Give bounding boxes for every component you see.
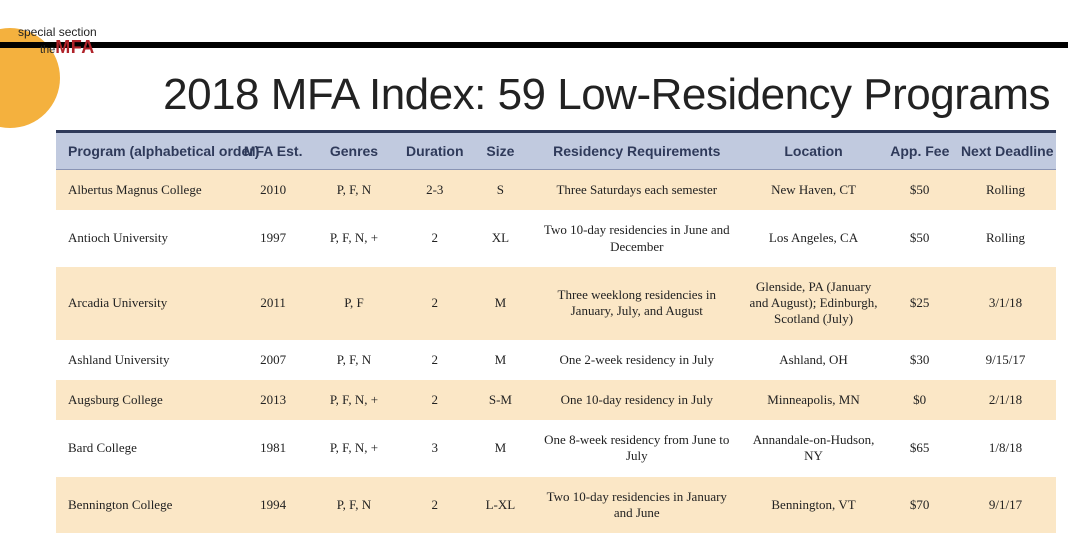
- cell-program: Bennington College: [56, 477, 238, 533]
- cell-duration: 3: [399, 420, 470, 477]
- cell-fee: $30: [884, 340, 955, 380]
- col-est: MFA Est.: [238, 133, 309, 170]
- cell-size: S: [470, 170, 531, 211]
- cell-fee: $0: [884, 380, 955, 420]
- cell-size: M: [470, 420, 531, 477]
- cell-dead: 2/1/18: [955, 380, 1056, 420]
- cell-size: M: [470, 267, 531, 340]
- cell-dead: Rolling: [955, 170, 1056, 211]
- col-dead: Next Deadline: [955, 133, 1056, 170]
- cell-loc: New Haven, CT: [743, 170, 884, 211]
- table-row: Bard College1981P, F, N, +3MOne 8-week r…: [56, 420, 1056, 477]
- cell-fee: $50: [884, 170, 955, 211]
- cell-fee: $50: [884, 210, 955, 267]
- cell-genres: P, F, N: [309, 477, 400, 533]
- cell-fee: $25: [884, 267, 955, 340]
- table-row: Albertus Magnus College2010P, F, N2-3STh…: [56, 170, 1056, 211]
- table-row: Arcadia University2011P, F2MThree weeklo…: [56, 267, 1056, 340]
- index-table: Program (alphabetical order) MFA Est. Ge…: [56, 133, 1056, 533]
- cell-size: L-XL: [470, 477, 531, 533]
- cell-size: M: [470, 340, 531, 380]
- cell-est: 2010: [238, 170, 309, 211]
- cell-program: Arcadia University: [56, 267, 238, 340]
- cell-program: Albertus Magnus College: [56, 170, 238, 211]
- cell-fee: $70: [884, 477, 955, 533]
- cell-genres: P, F, N: [309, 170, 400, 211]
- col-loc: Location: [743, 133, 884, 170]
- index-table-wrap: Program (alphabetical order) MFA Est. Ge…: [56, 130, 1056, 533]
- cell-duration: 2: [399, 210, 470, 267]
- col-duration: Duration: [399, 133, 470, 170]
- cell-size: XL: [470, 210, 531, 267]
- table-header-row: Program (alphabetical order) MFA Est. Ge…: [56, 133, 1056, 170]
- cell-req: Three Saturdays each semester: [531, 170, 743, 211]
- cell-req: Three weeklong residencies in January, J…: [531, 267, 743, 340]
- table-row: Bennington College1994P, F, N2L-XLTwo 10…: [56, 477, 1056, 533]
- cell-genres: P, F: [309, 267, 400, 340]
- cell-req: One 10-day residency in July: [531, 380, 743, 420]
- title-prefix: 2018 MFA Index:: [163, 70, 497, 119]
- cell-program: Ashland University: [56, 340, 238, 380]
- col-program: Program (alphabetical order): [56, 133, 238, 170]
- cell-dead: 9/15/17: [955, 340, 1056, 380]
- section-label: special section theMFA: [18, 26, 97, 56]
- cell-dead: 1/8/18: [955, 420, 1056, 477]
- cell-loc: Bennington, VT: [743, 477, 884, 533]
- cell-loc: Los Angeles, CA: [743, 210, 884, 267]
- cell-est: 2007: [238, 340, 309, 380]
- cell-genres: P, F, N: [309, 340, 400, 380]
- cell-req: Two 10-day residencies in June and Decem…: [531, 210, 743, 267]
- cell-req: Two 10-day residencies in January and Ju…: [531, 477, 743, 533]
- cell-genres: P, F, N, +: [309, 210, 400, 267]
- table-row: Augsburg College2013P, F, N, +2S-MOne 10…: [56, 380, 1056, 420]
- cell-loc: Glenside, PA (January and August); Edinb…: [743, 267, 884, 340]
- cell-duration: 2-3: [399, 170, 470, 211]
- title-accent: 59 Low-Residency Programs: [498, 70, 1050, 119]
- cell-program: Antioch University: [56, 210, 238, 267]
- col-size: Size: [470, 133, 531, 170]
- cell-est: 1994: [238, 477, 309, 533]
- cell-loc: Annandale-on-Hudson, NY: [743, 420, 884, 477]
- top-rule: [0, 42, 1068, 48]
- section-line2: theMFA: [40, 38, 97, 56]
- cell-est: 2013: [238, 380, 309, 420]
- cell-genres: P, F, N, +: [309, 420, 400, 477]
- page-title: 2018 MFA Index: 59 Low-Residency Program…: [0, 70, 1056, 120]
- cell-est: 1997: [238, 210, 309, 267]
- section-accent: MFA: [55, 37, 95, 57]
- cell-duration: 2: [399, 340, 470, 380]
- cell-dead: Rolling: [955, 210, 1056, 267]
- cell-genres: P, F, N, +: [309, 380, 400, 420]
- table-body: Albertus Magnus College2010P, F, N2-3STh…: [56, 170, 1056, 533]
- cell-dead: 3/1/18: [955, 267, 1056, 340]
- cell-size: S-M: [470, 380, 531, 420]
- table-row: Antioch University1997P, F, N, +2XLTwo 1…: [56, 210, 1056, 267]
- cell-dead: 9/1/17: [955, 477, 1056, 533]
- col-fee: App. Fee: [884, 133, 955, 170]
- col-req: Residency Requirements: [531, 133, 743, 170]
- cell-duration: 2: [399, 380, 470, 420]
- cell-duration: 2: [399, 267, 470, 340]
- col-genres: Genres: [309, 133, 400, 170]
- table-row: Ashland University2007P, F, N2MOne 2-wee…: [56, 340, 1056, 380]
- cell-program: Bard College: [56, 420, 238, 477]
- cell-est: 1981: [238, 420, 309, 477]
- cell-duration: 2: [399, 477, 470, 533]
- cell-req: One 8-week residency from June to July: [531, 420, 743, 477]
- cell-program: Augsburg College: [56, 380, 238, 420]
- cell-est: 2011: [238, 267, 309, 340]
- cell-loc: Minneapolis, MN: [743, 380, 884, 420]
- cell-req: One 2-week residency in July: [531, 340, 743, 380]
- section-prefix: the: [40, 44, 55, 56]
- cell-loc: Ashland, OH: [743, 340, 884, 380]
- cell-fee: $65: [884, 420, 955, 477]
